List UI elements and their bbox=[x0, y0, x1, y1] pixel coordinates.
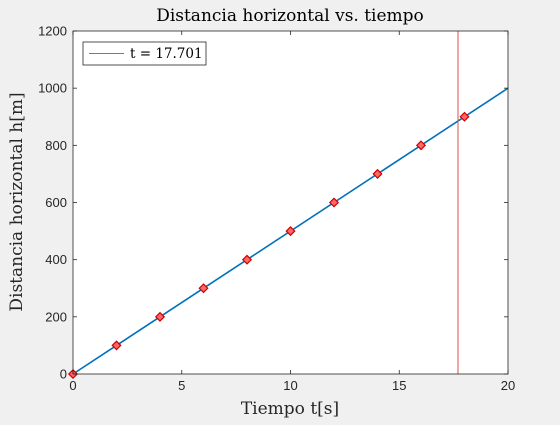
data-point-marker bbox=[415, 140, 427, 151]
chart-title: Distancia horizontal vs. tiempo bbox=[156, 6, 424, 26]
data-point-marker bbox=[154, 311, 166, 322]
y-tick-label: 400 bbox=[45, 252, 67, 267]
y-tick-labels: 0 200 400 600 800 1000 1200 bbox=[38, 24, 67, 382]
x-tick-label: 20 bbox=[501, 378, 515, 393]
data-point-marker bbox=[285, 226, 296, 237]
y-tick-label: 600 bbox=[45, 195, 67, 210]
plot-area bbox=[73, 31, 508, 374]
x-tick-label: 10 bbox=[283, 378, 297, 393]
x-tick-label: 0 bbox=[69, 378, 76, 393]
x-axis-title: Tiempo t[s] bbox=[241, 399, 339, 419]
ticks-layer bbox=[72, 30, 509, 375]
x-tick-labels: 0 5 10 15 20 bbox=[69, 378, 515, 393]
marker-layer bbox=[67, 111, 470, 380]
y-tick-label: 200 bbox=[45, 309, 67, 324]
y-tick-label: 1000 bbox=[38, 81, 67, 96]
x-tick-label: 5 bbox=[178, 378, 185, 393]
y-axis-title: Distancia horizontal h[m] bbox=[7, 92, 27, 311]
y-tick-label: 1200 bbox=[38, 24, 67, 39]
legend-label: t = 17.701 bbox=[130, 46, 203, 62]
data-point-marker bbox=[111, 340, 122, 351]
data-point-marker bbox=[459, 111, 470, 122]
x-tick-label: 15 bbox=[392, 378, 406, 393]
y-tick-label: 0 bbox=[60, 367, 67, 382]
legend: t = 17.701 bbox=[82, 41, 207, 66]
data-point-marker bbox=[328, 197, 340, 208]
data-point-marker bbox=[372, 168, 383, 179]
y-tick-label: 800 bbox=[45, 138, 67, 153]
legend-box bbox=[82, 41, 207, 66]
data-point-marker bbox=[241, 254, 253, 265]
data-point-marker bbox=[198, 283, 209, 294]
